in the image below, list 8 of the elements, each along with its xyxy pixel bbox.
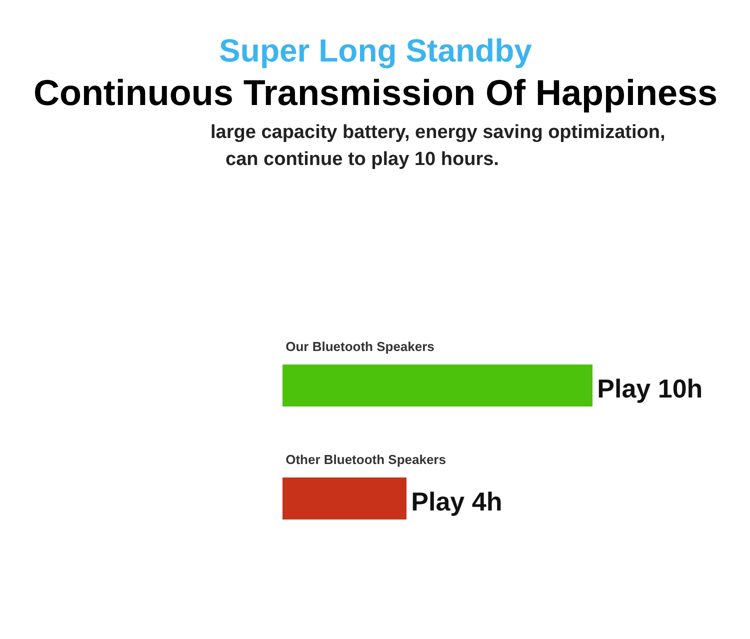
text: can continue to play 10 hours. bbox=[226, 149, 499, 170]
data-label: Play 4h bbox=[411, 486, 502, 516]
y-tick-label: Other Bluetooth Speakers bbox=[286, 452, 446, 467]
text: large capacity battery, energy saving optimization, bbox=[210, 122, 666, 143]
chart-title: Super Long Standby bbox=[219, 32, 532, 68]
chart-subtitle: Continuous Transmission Of Happiness bbox=[33, 72, 718, 113]
y-tick-label: Our Bluetooth Speakers bbox=[286, 339, 434, 354]
data-label: Play 10h bbox=[597, 374, 703, 404]
